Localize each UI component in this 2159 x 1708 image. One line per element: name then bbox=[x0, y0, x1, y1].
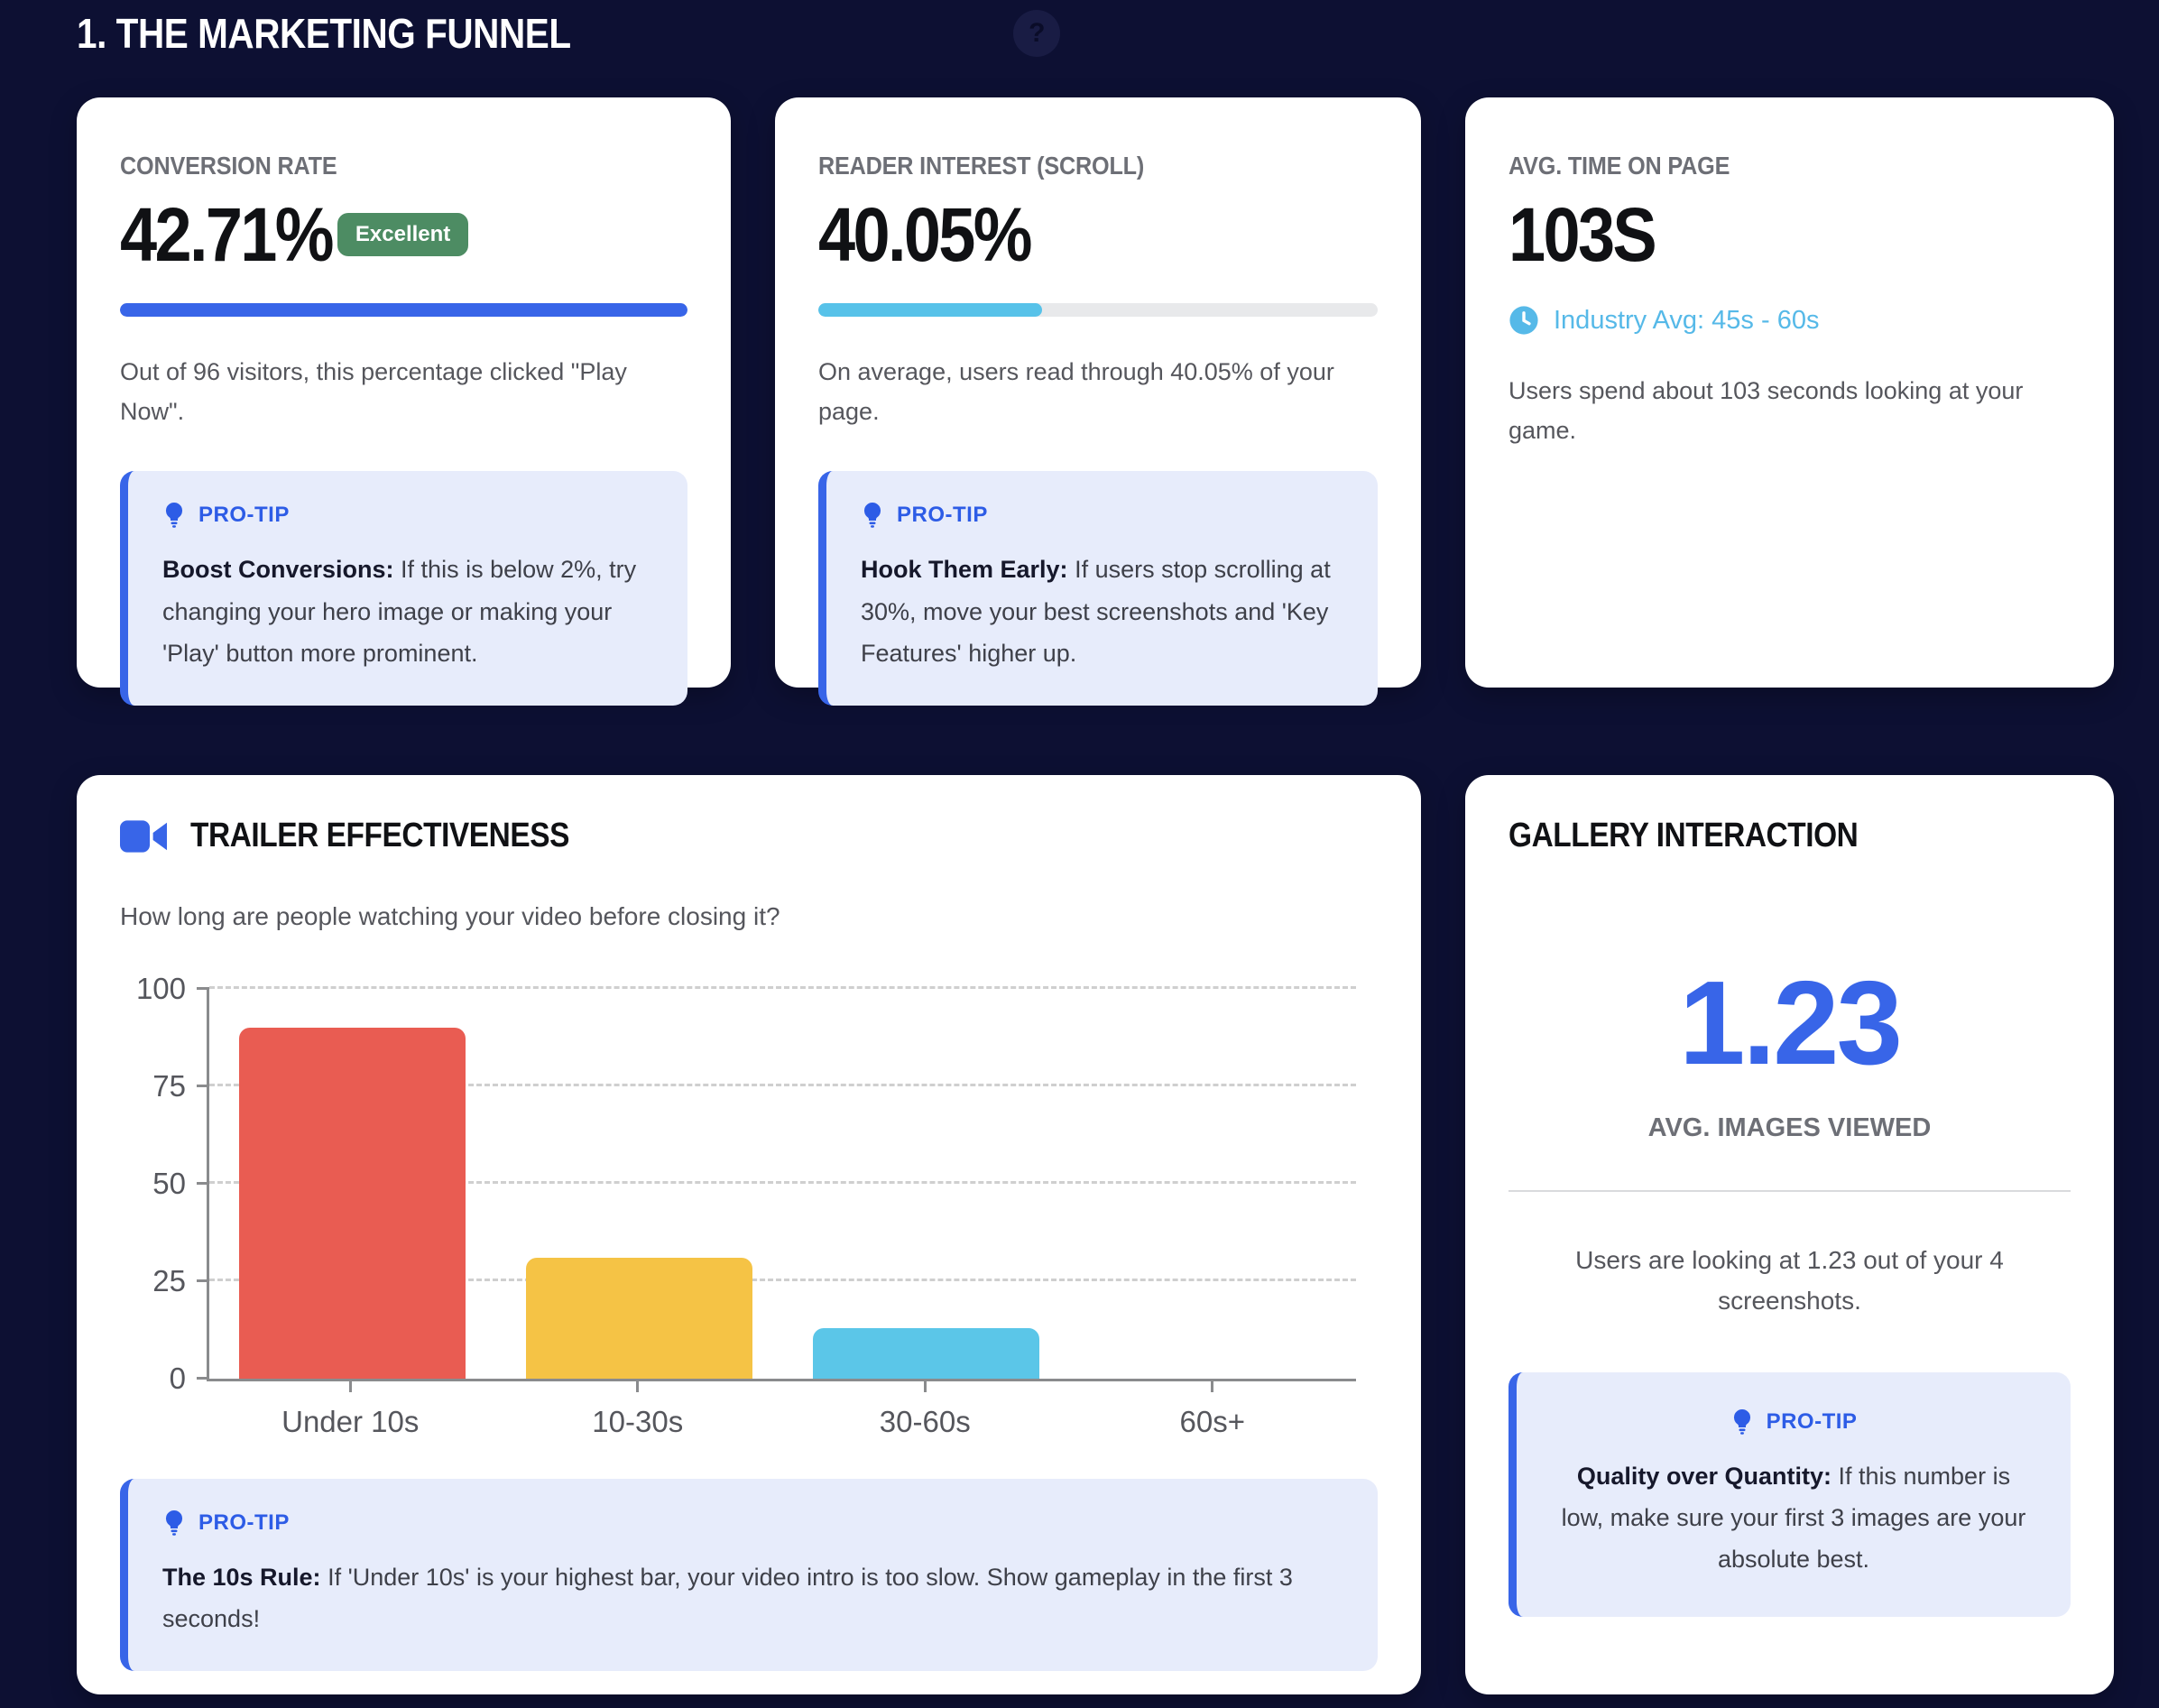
conversion-rate-card: CONVERSION RATE 42.71% Excellent Out of … bbox=[77, 97, 731, 706]
protip-box: PRO-TIP Quality over Quantity: If this n… bbox=[1509, 1371, 2071, 1617]
protip-box: PRO-TIP The 10s Rule: If 'Under 10s' is … bbox=[120, 1479, 1378, 1671]
y-axis-tick bbox=[197, 1377, 209, 1380]
chart-x-axis-labels: Under 10s 10-30s 30-60s 60s+ bbox=[207, 1381, 1356, 1439]
gridline bbox=[209, 1084, 1356, 1086]
avg-images-viewed-value: 1.23 bbox=[1679, 956, 1903, 1089]
metric-label: AVG. TIME ON PAGE bbox=[1509, 152, 1730, 180]
avg-images-viewed-label: AVG. IMAGES VIEWED bbox=[1647, 1113, 1932, 1142]
y-axis-label: 100 bbox=[135, 972, 186, 1005]
y-axis-label: 50 bbox=[152, 1167, 186, 1200]
y-axis-tick bbox=[197, 1085, 209, 1087]
protip-text: Quality over Quantity: If this number is… bbox=[1561, 1462, 2026, 1574]
bar-10-30s bbox=[526, 1258, 753, 1379]
clock-icon bbox=[1509, 306, 1538, 335]
protip-text: Hook Them Early: If users stop scrolling… bbox=[861, 556, 1331, 668]
avg-time-card: AVG. TIME ON PAGE 103S Industry Avg: 45s… bbox=[1465, 97, 2114, 688]
lightbulb-icon bbox=[165, 1510, 183, 1536]
trailer-card-header: TRAILER EFFECTIVENESS bbox=[120, 817, 1378, 855]
scroll-progress-bar bbox=[818, 303, 1378, 317]
y-axis-label: 0 bbox=[169, 1362, 186, 1395]
trailer-duration-bar-chart: 0 25 50 75 100 Under 10s 10-30s 30-60s 60s+ bbox=[136, 972, 1356, 1439]
reader-interest-value: 40.05% bbox=[818, 192, 1033, 277]
avg-time-value: 103S bbox=[1509, 192, 1657, 277]
y-axis-tick bbox=[197, 987, 209, 990]
metrics-row: CONVERSION RATE 42.71% Excellent Out of … bbox=[77, 97, 2115, 706]
x-axis-label: Under 10s bbox=[281, 1405, 420, 1438]
conversion-rate-value: 42.71% bbox=[120, 192, 335, 277]
x-axis-tick bbox=[348, 1381, 352, 1392]
protip-header: PRO-TIP bbox=[162, 1510, 1343, 1537]
metric-label: READER INTEREST (SCROLL) bbox=[818, 152, 1145, 180]
gallery-description: Users are looking at 1.23 out of your 4 … bbox=[1575, 1246, 2004, 1315]
charts-row: TRAILER EFFECTIVENESS How long are peopl… bbox=[77, 775, 2115, 1694]
bars-container bbox=[209, 989, 1356, 1379]
bar-30-60s bbox=[812, 1327, 1039, 1379]
chart-subtitle: How long are people watching your video … bbox=[120, 902, 780, 930]
help-icon[interactable]: ? bbox=[1013, 10, 1061, 57]
metric-description: On average, users read through 40.05% of… bbox=[818, 358, 1334, 425]
video-camera-icon bbox=[120, 819, 167, 853]
reader-interest-card: READER INTEREST (SCROLL) 40.05% On avera… bbox=[775, 97, 1421, 706]
page-title: 1. THE MARKETING FUNNEL bbox=[77, 10, 571, 57]
protip-label: PRO-TIP bbox=[198, 503, 290, 528]
y-axis-tick bbox=[197, 1279, 209, 1282]
industry-average: Industry Avg: 45s - 60s bbox=[1509, 305, 2071, 336]
progress-fill bbox=[120, 303, 687, 317]
industry-average-text: Industry Avg: 45s - 60s bbox=[1554, 305, 1820, 335]
y-axis-label: 25 bbox=[152, 1264, 186, 1297]
protip-box: PRO-TIP Hook Them Early: If users stop s… bbox=[818, 471, 1378, 706]
trailer-effectiveness-card: TRAILER EFFECTIVENESS How long are peopl… bbox=[77, 775, 1421, 1694]
chart-plot-area: 0 25 50 75 100 bbox=[136, 972, 1356, 1395]
metric-description: Users spend about 103 seconds looking at… bbox=[1509, 377, 2024, 444]
conversion-progress-bar bbox=[120, 303, 687, 317]
trailer-card-title: TRAILER EFFECTIVENESS bbox=[190, 817, 569, 854]
x-axis-label: 10-30s bbox=[592, 1405, 684, 1438]
x-axis-label: 60s+ bbox=[1179, 1405, 1245, 1438]
gallery-card-title: GALLERY INTERACTION bbox=[1509, 817, 1859, 854]
protip-text: Boost Conversions: If this is below 2%, … bbox=[162, 556, 637, 668]
protip-label: PRO-TIP bbox=[1766, 1408, 1858, 1434]
lightbulb-icon bbox=[1733, 1408, 1750, 1435]
progress-fill bbox=[818, 303, 1043, 317]
y-axis-label: 75 bbox=[152, 1069, 186, 1103]
protip-box: PRO-TIP Boost Conversions: If this is be… bbox=[120, 471, 687, 706]
protip-text: The 10s Rule: If 'Under 10s' is your hig… bbox=[162, 1564, 1293, 1633]
gridline bbox=[209, 1181, 1356, 1184]
protip-header: PRO-TIP bbox=[861, 502, 1343, 529]
bar-under-10s bbox=[239, 1028, 466, 1379]
protip-label: PRO-TIP bbox=[198, 1510, 290, 1535]
protip-header: PRO-TIP bbox=[1556, 1408, 2031, 1436]
lightbulb-icon bbox=[165, 503, 183, 529]
protip-label: PRO-TIP bbox=[897, 503, 988, 528]
divider bbox=[1509, 1190, 2071, 1192]
gridline bbox=[209, 1279, 1356, 1281]
lightbulb-icon bbox=[863, 503, 881, 529]
protip-header: PRO-TIP bbox=[162, 502, 653, 529]
metric-description: Out of 96 visitors, this percentage clic… bbox=[120, 358, 627, 425]
x-axis-label: 30-60s bbox=[879, 1405, 971, 1438]
x-axis-tick bbox=[636, 1381, 640, 1392]
y-axis-tick bbox=[197, 1182, 209, 1185]
metric-label: CONVERSION RATE bbox=[120, 152, 337, 180]
gridline bbox=[209, 986, 1356, 989]
x-axis-tick bbox=[1211, 1381, 1214, 1392]
gallery-interaction-card: GALLERY INTERACTION 1.23 AVG. IMAGES VIE… bbox=[1465, 775, 2114, 1694]
x-axis-tick bbox=[923, 1381, 927, 1392]
status-badge: Excellent bbox=[337, 213, 469, 256]
section-header: 1. THE MARKETING FUNNEL ? bbox=[77, 9, 2115, 58]
